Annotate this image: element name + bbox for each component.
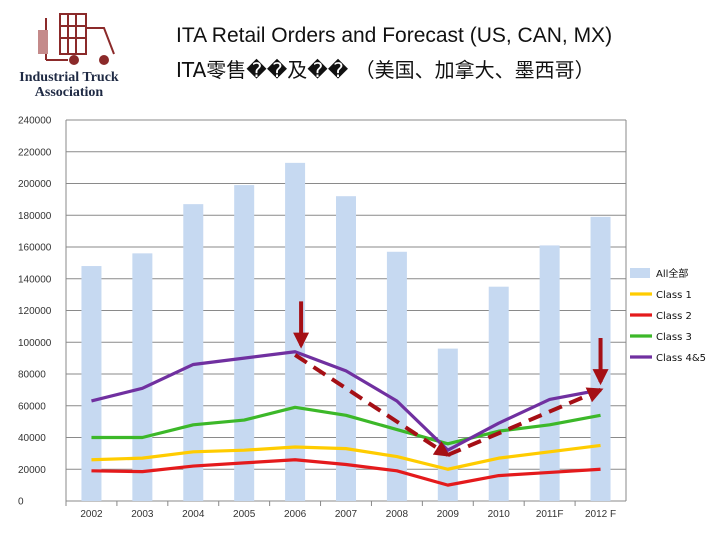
ita-logo: Industrial Truck Association [8, 8, 126, 100]
x-tick-label: 2003 [131, 509, 154, 520]
y-tick-label: 100000 [18, 338, 52, 349]
legend-label: Class 3 [656, 332, 692, 343]
bar-2007 [336, 196, 356, 501]
bar-2011F [539, 245, 560, 501]
x-tick-label: 2008 [386, 509, 409, 520]
logo-line-1: Industrial Truck [19, 70, 119, 85]
bar-2003 [132, 253, 153, 501]
y-tick-label: 40000 [18, 433, 46, 444]
line-class-3 [91, 405, 601, 446]
bar-2002 [81, 266, 102, 501]
x-tick-label: 2009 [437, 509, 460, 520]
bar-2009 [437, 348, 458, 501]
x-tick-label: 2004 [182, 509, 205, 520]
line-class-2 [91, 458, 601, 487]
legend-swatch [630, 268, 650, 278]
x-tick-label: 2005 [233, 509, 256, 520]
y-tick-label: 20000 [18, 465, 46, 476]
page-subtitle: ITA零售��及�� （美国、加拿大、墨西哥） [176, 58, 595, 82]
legend-label: Class 2 [656, 311, 692, 322]
y-tick-label: 60000 [18, 401, 46, 412]
legend-label: Class 4&5 [656, 353, 706, 364]
x-tick-label: 2006 [284, 509, 307, 520]
bar-2006 [285, 162, 306, 502]
x-tick-label: 2002 [80, 509, 103, 520]
y-tick-label: 140000 [18, 274, 52, 285]
y-tick-label: 120000 [18, 306, 52, 317]
bar-2005 [234, 185, 255, 501]
line-class-4-5 [91, 350, 601, 452]
trend-dashed-arrow [447, 387, 604, 457]
bar-2004 [183, 204, 204, 501]
x-tick-label: 2011F [536, 509, 564, 520]
y-tick-label: 200000 [18, 179, 52, 190]
line-class-1 [91, 443, 601, 471]
y-tick-label: 0 [18, 497, 24, 508]
x-tick-label: 2007 [335, 509, 358, 520]
y-tick-label: 180000 [18, 211, 52, 222]
y-tick-label: 80000 [18, 370, 46, 381]
bar-2010 [488, 286, 509, 501]
legend-label: Class 1 [656, 290, 692, 301]
forklift-logo-icon [38, 13, 115, 65]
page-title: ITA Retail Orders and Forecast (US, CAN,… [176, 24, 613, 47]
y-tick-label: 220000 [18, 147, 52, 158]
x-tick-label: 2010 [488, 509, 511, 520]
bar-2008 [386, 251, 407, 501]
y-tick-label: 240000 [18, 116, 52, 127]
logo-line-2: Association [34, 85, 104, 100]
y-tick-label: 160000 [18, 243, 52, 254]
trend-dashed-arrow [293, 353, 451, 457]
x-tick-label: 2012 F [585, 509, 616, 520]
legend-label: All全部 [656, 267, 688, 280]
